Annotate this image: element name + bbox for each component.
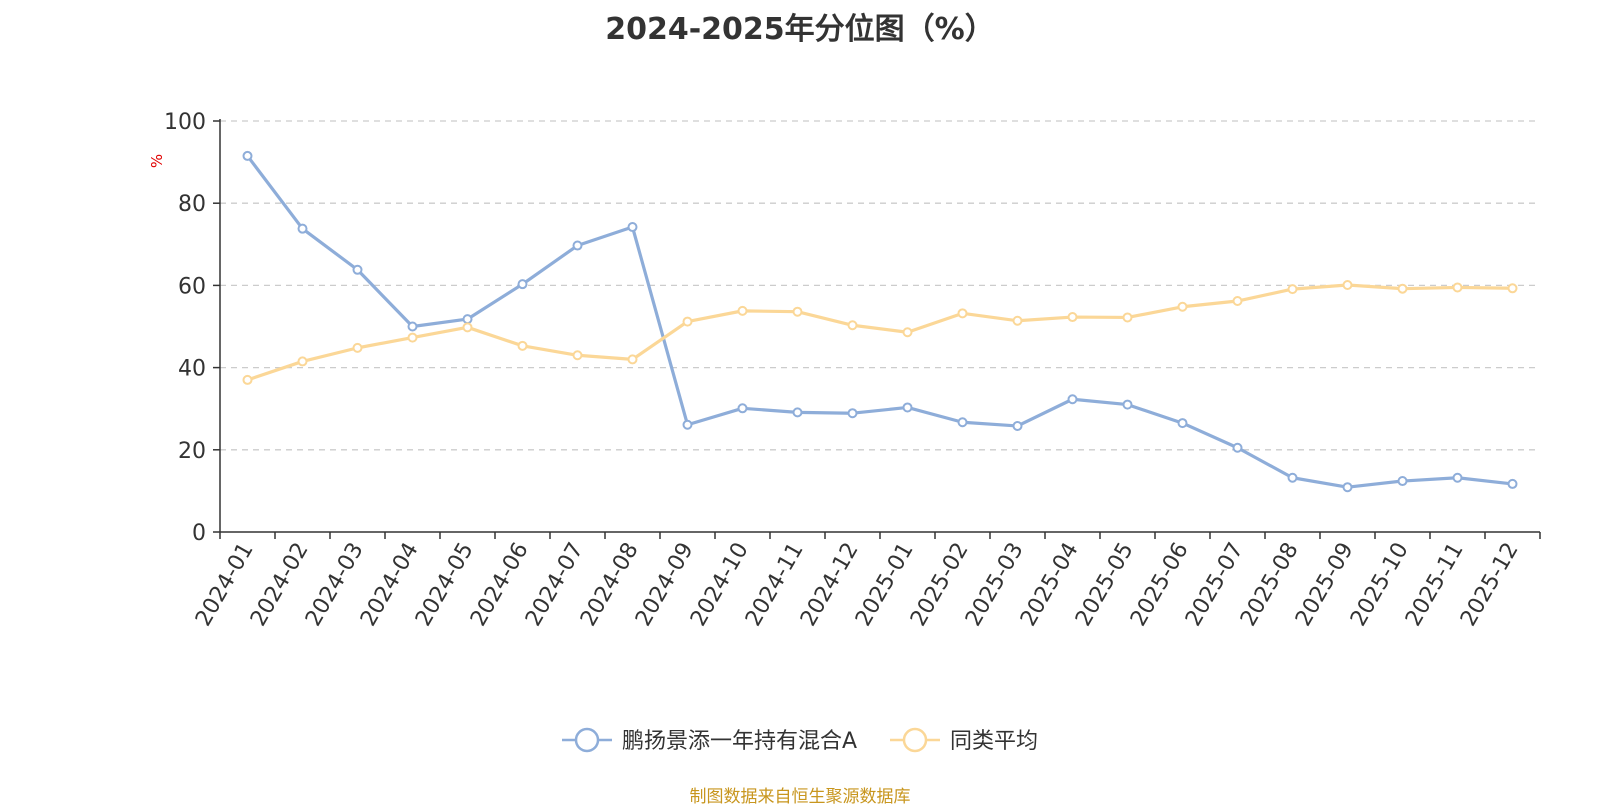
legend-item-2: 同类平均 (890, 727, 1038, 754)
data-point (297, 356, 308, 367)
legend: 鹏扬景添一年持有混合A 同类平均 (562, 727, 1038, 754)
data-point (297, 223, 308, 234)
data-point (1452, 472, 1463, 483)
data-point (737, 403, 748, 414)
data-point (1397, 476, 1408, 487)
data-point (517, 340, 528, 351)
data-point (242, 374, 253, 385)
source-note: 制图数据来自恒生聚源数据库 (689, 787, 911, 807)
data-point (1177, 418, 1188, 429)
data-point (792, 306, 803, 317)
data-point (957, 417, 968, 428)
data-point (847, 408, 858, 419)
data-point (1122, 399, 1133, 410)
data-point (902, 327, 913, 338)
data-point (1012, 420, 1023, 431)
data-point (1342, 482, 1353, 493)
y-tick-label: 0 (192, 521, 206, 546)
series-line (245, 283, 1515, 382)
data-point (352, 342, 363, 353)
data-point (792, 407, 803, 418)
data-point (1287, 472, 1298, 483)
y-tick-label: 80 (178, 192, 206, 217)
data-point (1122, 312, 1133, 323)
series-lines (242, 150, 1518, 493)
data-point (407, 321, 418, 332)
axes: 020406080100%2024-012024-022024-032024-0… (148, 110, 1541, 631)
data-point (1232, 442, 1243, 453)
series-1 (242, 150, 1518, 493)
data-point (352, 264, 363, 275)
y-tick-label: 20 (178, 439, 206, 464)
data-point (1067, 394, 1078, 405)
grid-lines (220, 120, 1540, 451)
data-point (902, 402, 913, 413)
data-point (407, 332, 418, 343)
data-point (1342, 279, 1353, 290)
y-tick-label: 40 (178, 357, 206, 382)
legend-marker (574, 727, 600, 753)
data-point (1232, 296, 1243, 307)
data-point (627, 222, 638, 233)
data-point (682, 316, 693, 327)
series-2 (242, 279, 1518, 385)
data-point (242, 150, 253, 161)
series-line (245, 154, 1515, 489)
data-point (682, 419, 693, 430)
data-point (1397, 283, 1408, 294)
data-point (462, 322, 473, 333)
data-point (1177, 301, 1188, 312)
data-point (847, 320, 858, 331)
data-point (462, 314, 473, 325)
data-point (572, 350, 583, 361)
data-point (957, 308, 968, 319)
data-point (1507, 283, 1518, 294)
y-tick-label: 60 (178, 274, 206, 299)
data-point (1287, 284, 1298, 295)
legend-label: 鹏扬景添一年持有混合A (622, 729, 857, 754)
legend-item-1: 鹏扬景添一年持有混合A (562, 727, 857, 754)
legend-marker (902, 727, 928, 753)
y-axis-label: % (148, 154, 166, 168)
data-point (1067, 312, 1078, 323)
data-point (517, 279, 528, 290)
data-point (627, 354, 638, 365)
y-tick-label: 100 (164, 110, 206, 135)
data-point (737, 305, 748, 316)
data-point (1452, 282, 1463, 293)
data-point (1012, 315, 1023, 326)
chart-title: 2024-2025年分位图（%） (605, 12, 995, 47)
data-point (572, 240, 583, 251)
legend-label: 同类平均 (950, 729, 1038, 754)
data-point (1507, 478, 1518, 489)
